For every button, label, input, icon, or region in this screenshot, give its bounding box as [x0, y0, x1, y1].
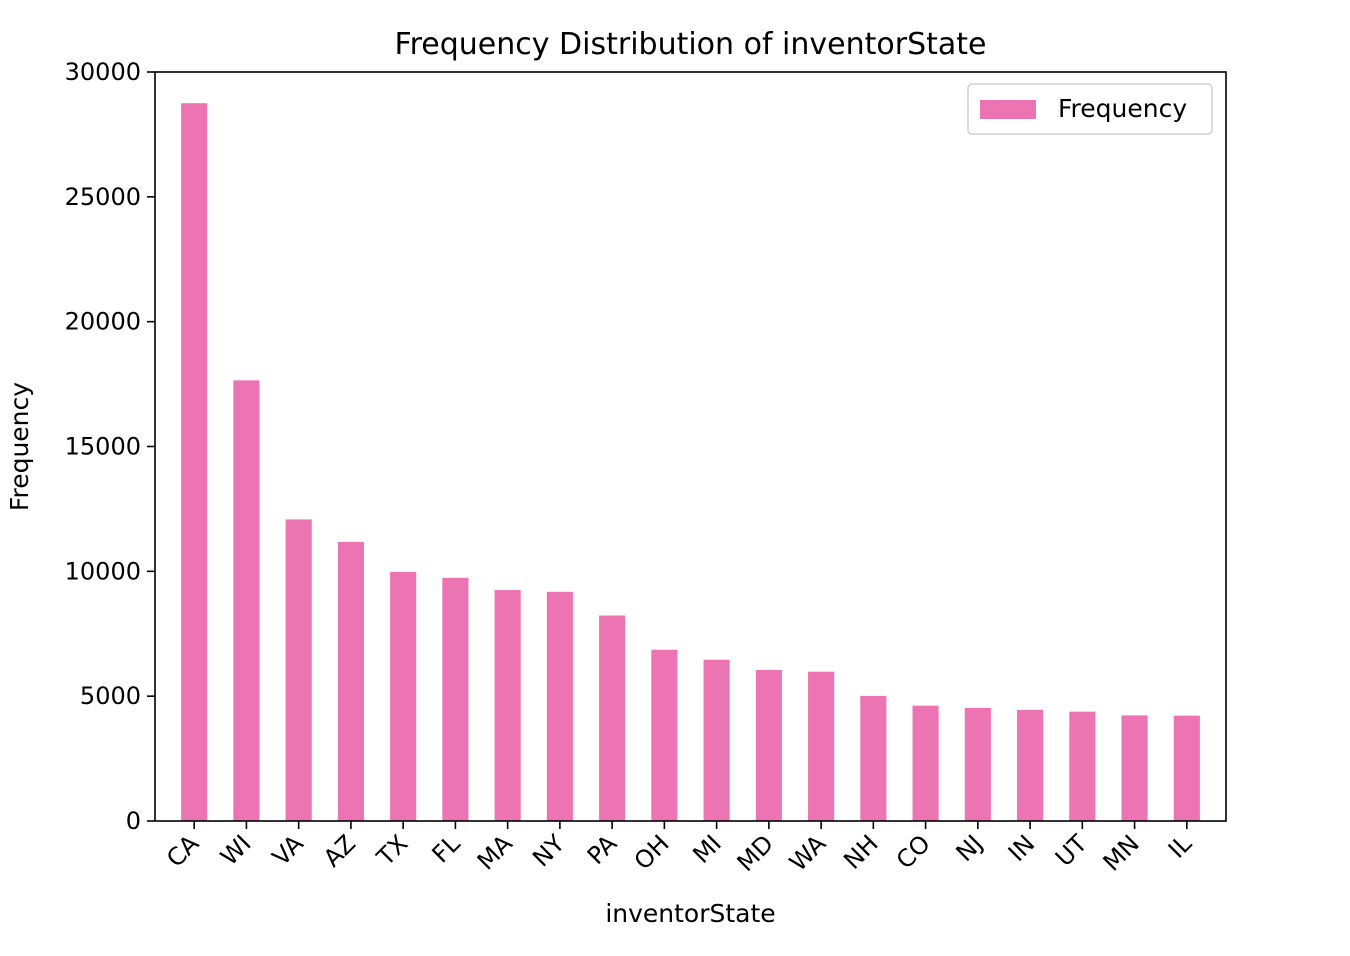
x-tick-label-ny: NY [527, 829, 570, 872]
bars-layer [181, 103, 1200, 822]
x-tick-label-il: IL [1163, 829, 1198, 864]
bar-ut [1069, 711, 1096, 821]
bar-az [337, 541, 364, 821]
bar-tx [390, 571, 417, 821]
y-tick-label: 15000 [65, 433, 141, 461]
legend-label: Frequency [1058, 94, 1187, 123]
x-tick-label-az: AZ [318, 829, 361, 872]
bar-fl [442, 577, 469, 821]
x-tick-label-pa: PA [582, 829, 623, 870]
bar-va [285, 519, 312, 821]
y-tick-label: 20000 [65, 308, 141, 336]
y-axis-label: Frequency [5, 382, 34, 511]
x-tick-label-wa: WA [784, 829, 832, 877]
bar-mi [703, 659, 730, 821]
legend: Frequency [967, 83, 1213, 135]
bar-pa [599, 615, 626, 821]
x-tick-label-ca: CA [161, 829, 205, 873]
y-tick-label: 10000 [65, 557, 141, 585]
x-tick-label-oh: OH [629, 829, 675, 875]
bar-md [755, 669, 782, 821]
bar-in [1017, 709, 1044, 821]
chart-title: Frequency Distribution of inventorState [395, 27, 987, 62]
x-tick-label-wi: WI [215, 829, 257, 871]
y-tick-label: 5000 [80, 682, 141, 710]
x-tick-label-ut: UT [1050, 829, 1093, 872]
bar-ca [181, 103, 208, 822]
bar-il [1173, 715, 1200, 821]
bar-mn [1121, 715, 1148, 821]
x-tick-label-va: VA [267, 829, 309, 871]
x-tick-label-md: MD [732, 829, 780, 877]
plot-frame [154, 71, 1227, 822]
x-tick-label-in: IN [1003, 829, 1040, 866]
legend-box [967, 83, 1213, 135]
x-tick-label-tx: TX [371, 829, 414, 872]
bar-nj [964, 707, 991, 821]
bar-wi [233, 380, 260, 821]
y-tick-label: 25000 [65, 183, 141, 211]
x-axis: CA WI VA AZ TX FL MA NY PA OH MI MD WA NH CO NJ IN UT MN IL [161, 821, 1198, 877]
x-tick-label-nj: NJ [951, 829, 988, 866]
bar-wa [808, 671, 835, 821]
y-tick-label: 30000 [65, 58, 141, 86]
x-tick-label-mi: MI [687, 829, 726, 868]
x-tick-label-nh: NH [838, 829, 883, 874]
legend-swatch [980, 100, 1036, 119]
bar-oh [651, 649, 678, 821]
bar-co [912, 705, 939, 821]
bar-ny [546, 591, 573, 821]
bar-ma [494, 590, 521, 821]
x-axis-label: inventorState [605, 899, 775, 928]
y-tick-label: 0 [126, 807, 141, 835]
x-tick-label-fl: FL [427, 829, 466, 868]
x-tick-label-mn: MN [1098, 829, 1145, 876]
y-axis: 0 5000 10000 15000 20000 25000 30000 [65, 58, 155, 835]
x-tick-label-co: CO [891, 829, 936, 874]
x-tick-label-ma: MA [472, 829, 518, 875]
bar-nh [860, 695, 887, 821]
